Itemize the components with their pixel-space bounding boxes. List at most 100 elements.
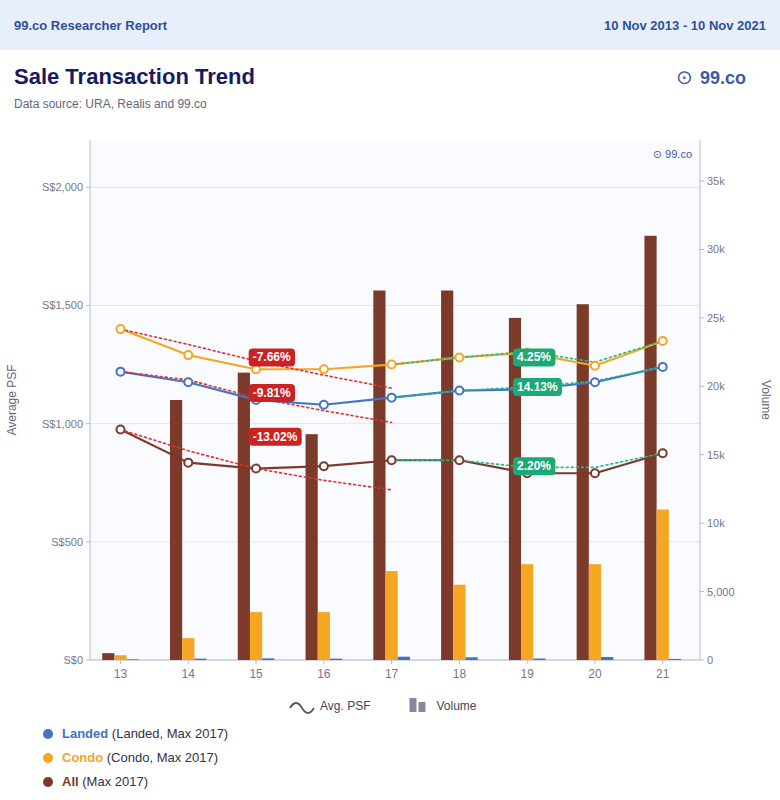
legend-icon-line xyxy=(290,703,314,713)
y2-tick xyxy=(700,660,704,661)
x-tick-label: 15 xyxy=(249,667,263,681)
trend-line xyxy=(121,372,392,423)
legend-swatch xyxy=(43,729,53,739)
badge-bg xyxy=(513,348,555,366)
y2-tick-label: 30k xyxy=(707,243,725,255)
badge-bg xyxy=(249,348,295,366)
marker xyxy=(320,401,328,409)
badge-text: 2.20% xyxy=(517,459,551,473)
bars xyxy=(102,236,681,660)
marker xyxy=(252,465,260,473)
marker xyxy=(117,368,125,376)
legend-type-label: Volume xyxy=(436,699,476,713)
x-tick-label: 17 xyxy=(385,667,399,681)
bar xyxy=(509,318,521,660)
line xyxy=(121,329,663,369)
legend-name: All xyxy=(62,774,79,789)
y2-tick-label: 25k xyxy=(707,312,725,324)
x-tick-label: 20 xyxy=(588,667,602,681)
bar xyxy=(114,655,126,660)
grid-line xyxy=(90,305,700,306)
header-left: 99.co Researcher Report xyxy=(14,18,168,33)
x-tick xyxy=(594,660,595,664)
badge-text: -7.66% xyxy=(253,350,291,364)
bar xyxy=(657,509,669,660)
logo: 99.co xyxy=(700,68,746,88)
x-tick-label: 19 xyxy=(520,667,534,681)
marker xyxy=(455,456,463,464)
trend-line xyxy=(121,329,392,388)
marker xyxy=(320,462,328,470)
marker xyxy=(591,469,599,477)
marker xyxy=(659,337,667,345)
y2-tick xyxy=(700,386,704,387)
marker xyxy=(388,394,396,402)
logo-icon: ⊙ xyxy=(676,66,693,88)
badge-text: 4.25% xyxy=(517,350,551,364)
marker xyxy=(117,426,125,434)
bar xyxy=(238,373,250,660)
marker xyxy=(591,378,599,386)
lines xyxy=(121,329,663,490)
x-tick xyxy=(459,660,460,664)
bar xyxy=(330,659,342,660)
chart: 99.co Researcher Report 10 Nov 2013 - 10 … xyxy=(0,0,780,800)
marker xyxy=(659,449,667,457)
y-axis-line xyxy=(90,140,91,660)
bar xyxy=(127,659,139,660)
y2-tick-label: 20k xyxy=(707,380,725,392)
badge-bg xyxy=(513,457,555,475)
y2-tick-label: 5,000 xyxy=(707,586,735,598)
x-tick-label: 16 xyxy=(317,667,331,681)
y2-tick xyxy=(700,181,704,182)
legend-swatch xyxy=(43,753,53,763)
plot-bg xyxy=(90,140,700,660)
bar xyxy=(182,638,194,660)
title: Sale Transaction Trend xyxy=(14,64,255,89)
y-tick-label: S$1,500 xyxy=(42,299,83,311)
y-tick xyxy=(86,305,90,306)
marker xyxy=(455,387,463,395)
x-tick xyxy=(120,660,121,664)
x-tick xyxy=(391,660,392,664)
bar xyxy=(194,659,206,660)
badge-text: -9.81% xyxy=(253,386,291,400)
x-tick-label: 21 xyxy=(656,667,670,681)
x-tick xyxy=(323,660,324,664)
marker xyxy=(591,362,599,370)
legend-swatch xyxy=(43,777,53,787)
marker xyxy=(252,365,260,373)
grid-line xyxy=(90,187,700,188)
type-legend: Avg. PSF Volume xyxy=(290,698,477,713)
markers xyxy=(117,325,667,477)
legend-type-label: Avg. PSF xyxy=(320,699,370,713)
bar xyxy=(318,612,330,660)
y-tick-label: S$0 xyxy=(63,654,83,666)
marker xyxy=(184,378,192,386)
trend-line xyxy=(392,341,663,365)
y2-axis-line xyxy=(700,140,701,660)
legend-icon-bar xyxy=(409,698,416,712)
badge-bg xyxy=(513,378,562,396)
bar xyxy=(533,658,545,660)
marker xyxy=(117,325,125,333)
header-right: 10 Nov 2013 - 10 Nov 2021 xyxy=(604,18,766,33)
x-tick xyxy=(188,660,189,664)
marker xyxy=(184,351,192,359)
marker xyxy=(388,361,396,369)
bar xyxy=(170,400,182,660)
bar xyxy=(669,659,681,660)
bar xyxy=(577,304,589,660)
bar xyxy=(262,658,274,660)
badge-text: -13.02% xyxy=(253,430,298,444)
badge-bg xyxy=(249,384,295,402)
y-tick xyxy=(86,660,90,661)
y2-axis-label: Volume xyxy=(759,380,773,420)
y2-tick-label: 15k xyxy=(707,449,725,461)
legend-name: Condo xyxy=(62,750,103,765)
y-tick xyxy=(86,423,90,424)
x-tick xyxy=(527,660,528,664)
y2-tick-label: 35k xyxy=(707,175,725,187)
y-tick xyxy=(86,541,90,542)
marker xyxy=(388,456,396,464)
